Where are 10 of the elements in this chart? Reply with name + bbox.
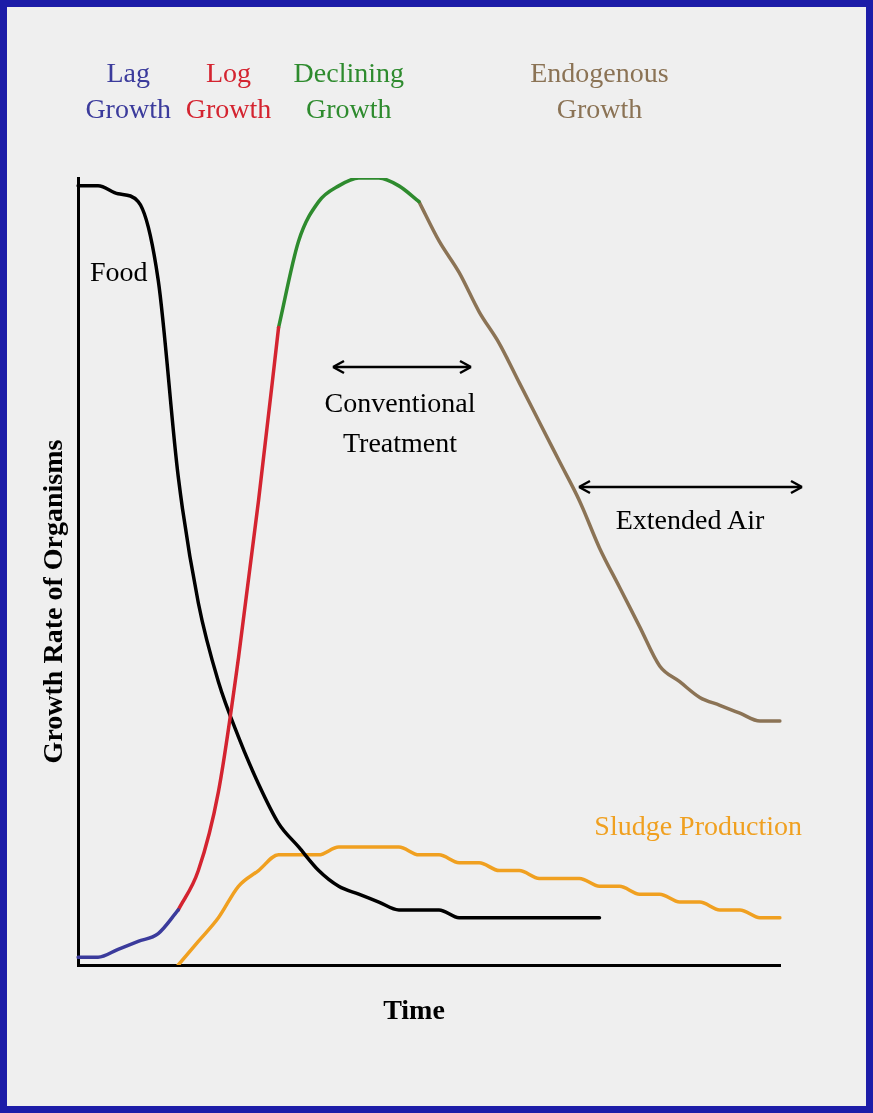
text: Log Growth [185,57,272,125]
text: Endogenous Growth [530,57,669,125]
series-label: Food [90,256,148,288]
annotation: Conventional Treatment [324,387,476,459]
x-axis-title: Time [383,994,445,1026]
text: Lag Growth [85,57,171,125]
text: Declining Growth [293,57,404,125]
series-label: Sludge Production [594,810,802,842]
annotation: Extended Air [615,504,765,536]
y-axis-title: Growth Rate of Organisms [37,439,69,764]
